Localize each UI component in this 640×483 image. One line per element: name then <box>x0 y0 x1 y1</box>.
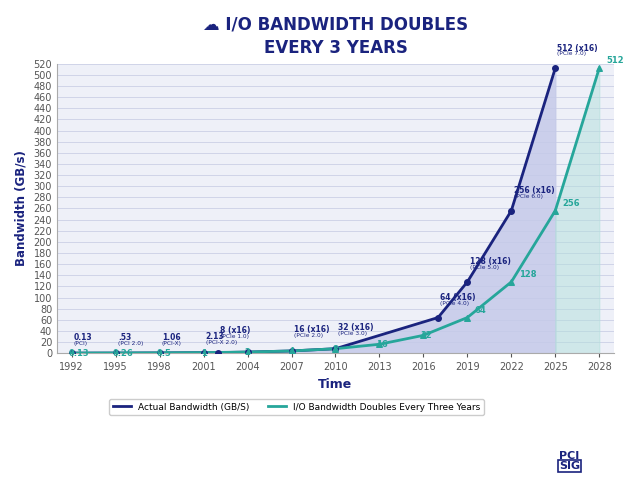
Text: SIG: SIG <box>559 461 580 471</box>
Text: PCI: PCI <box>559 451 580 461</box>
Point <box>550 207 561 214</box>
Point <box>330 345 340 353</box>
Text: 0.5: 0.5 <box>157 349 172 358</box>
Text: 8: 8 <box>333 345 339 354</box>
Text: 8 (x16): 8 (x16) <box>220 326 251 335</box>
Text: (PCIe 4.0): (PCIe 4.0) <box>440 301 469 306</box>
Text: 4: 4 <box>289 347 294 356</box>
Text: .53: .53 <box>118 333 131 342</box>
Point <box>67 349 77 357</box>
Point <box>462 313 472 321</box>
Text: 0.13: 0.13 <box>74 333 93 342</box>
Legend: Actual Bandwidth (GB/S), I/O Bandwidth Doubles Every Three Years: Actual Bandwidth (GB/S), I/O Bandwidth D… <box>109 399 484 415</box>
Text: (PCI-X 2.0): (PCI-X 2.0) <box>206 341 237 345</box>
Point <box>154 349 164 357</box>
Title: ☁ I/O BANDWIDTH DOUBLES
EVERY 3 YEARS: ☁ I/O BANDWIDTH DOUBLES EVERY 3 YEARS <box>203 15 468 57</box>
Text: 2.13: 2.13 <box>206 332 225 341</box>
Point <box>154 349 164 357</box>
Text: 0.26: 0.26 <box>113 349 134 358</box>
Text: 1.06: 1.06 <box>162 333 180 342</box>
Point <box>286 347 296 355</box>
Text: 64: 64 <box>475 306 486 315</box>
Text: (PCI-X): (PCI-X) <box>162 341 182 346</box>
Text: 64 (x16): 64 (x16) <box>440 293 476 302</box>
Point <box>198 349 209 356</box>
Text: 16: 16 <box>376 340 388 349</box>
Point <box>330 345 340 353</box>
Text: 256 (x16): 256 (x16) <box>513 186 554 195</box>
Text: 128: 128 <box>518 270 536 279</box>
Text: 512: 512 <box>607 57 624 65</box>
Text: 2: 2 <box>244 348 250 357</box>
Text: (PCIe 7.0): (PCIe 7.0) <box>557 52 587 57</box>
Text: (PCI): (PCI) <box>74 341 88 346</box>
Text: 0.13: 0.13 <box>68 349 90 358</box>
Point <box>111 349 121 357</box>
Point <box>198 349 209 356</box>
Point <box>506 207 516 214</box>
Point <box>433 313 443 321</box>
Text: (PCIe 3.0): (PCIe 3.0) <box>338 331 367 336</box>
X-axis label: Time: Time <box>318 378 353 391</box>
Point <box>550 64 561 72</box>
Point <box>462 278 472 286</box>
Text: (PCIe 5.0): (PCIe 5.0) <box>470 265 499 270</box>
Point <box>111 349 121 357</box>
Text: 32 (x16): 32 (x16) <box>338 323 373 332</box>
Text: (PCIe 1.0): (PCIe 1.0) <box>220 334 250 339</box>
Text: 512 (x16): 512 (x16) <box>557 43 598 53</box>
Point <box>243 348 253 356</box>
Text: 16 (x16): 16 (x16) <box>294 325 329 334</box>
Point <box>374 341 385 348</box>
Text: 128 (x16): 128 (x16) <box>470 257 511 266</box>
Point <box>594 64 604 72</box>
Text: 1: 1 <box>201 349 207 357</box>
Point <box>286 347 296 355</box>
Point <box>67 349 77 357</box>
Text: (PCIe 2.0): (PCIe 2.0) <box>294 333 323 338</box>
Point <box>506 278 516 286</box>
Text: (PCIe 6.0): (PCIe 6.0) <box>513 194 543 199</box>
Point <box>243 348 253 356</box>
Text: 32: 32 <box>420 331 432 341</box>
Y-axis label: Bandwidth (GB/s): Bandwidth (GB/s) <box>15 151 28 267</box>
Point <box>419 331 429 339</box>
Text: (PCI 2.0): (PCI 2.0) <box>118 341 143 346</box>
Text: 256: 256 <box>563 199 580 208</box>
Point <box>213 349 223 356</box>
